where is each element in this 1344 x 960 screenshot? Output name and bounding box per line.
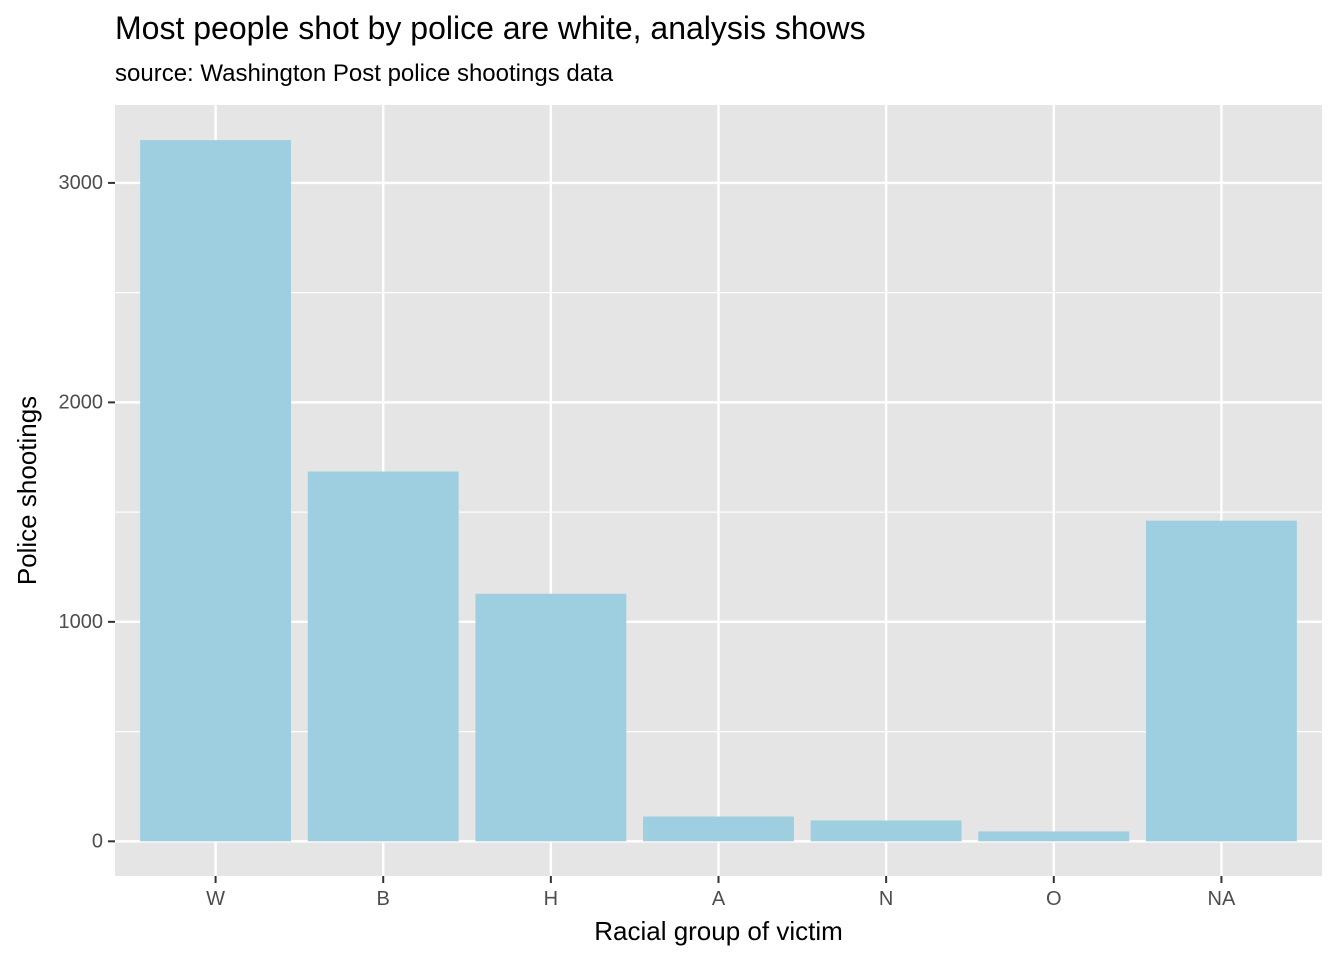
bar-b [307,471,459,842]
x-tick-label: H [544,888,558,910]
x-axis-title: Racial group of victim [594,916,843,946]
bar-w [140,140,292,842]
x-tick-label: W [206,888,225,910]
x-tick-label: B [377,888,390,910]
x-tick-label: NA [1208,888,1236,910]
bar-h [475,593,627,842]
y-tick-label: 3000 [59,172,104,194]
chart-subtitle: source: Washington Post police shootings… [115,60,614,87]
bar-a [643,816,794,842]
y-axis: 0 1000 2000 3000 [59,172,115,852]
bars [140,140,1297,842]
x-tick-label: A [712,888,726,910]
bar-o [978,831,1130,842]
x-axis: W B H A N O NA [206,876,1236,910]
chart-title: Most people shot by police are white, an… [115,10,866,46]
bar-na [1145,520,1297,842]
y-tick-label: 2000 [59,391,104,413]
x-tick-label: N [879,888,893,910]
y-axis-title: Police shootings [12,396,42,585]
bar-n [810,820,962,842]
y-tick-label: 1000 [59,611,104,633]
x-tick-label: O [1046,888,1062,910]
y-tick-label: 0 [92,830,103,852]
